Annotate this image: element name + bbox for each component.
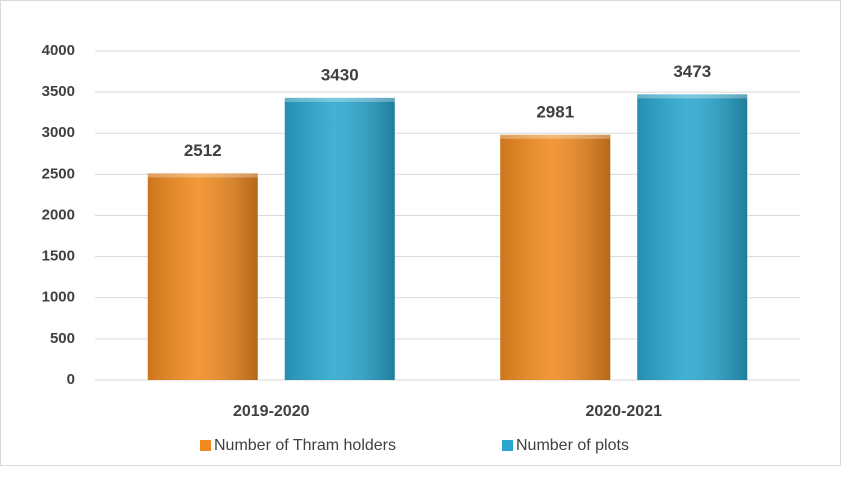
- y-tick-label: 3000: [42, 124, 75, 141]
- data-label: 3473: [673, 62, 711, 81]
- bar-cap: [147, 173, 258, 178]
- y-tick-label: 4000: [42, 42, 75, 59]
- data-label: 2512: [184, 141, 222, 160]
- y-tick-label: 3500: [42, 83, 75, 100]
- x-tick-label: 2019-2020: [233, 403, 310, 420]
- legend-swatch: [502, 440, 513, 451]
- y-tick-label: 2000: [42, 206, 75, 223]
- y-tick-label: 1000: [42, 289, 75, 306]
- legend-swatch: [200, 440, 211, 451]
- bar-shade: [147, 173, 258, 380]
- legend-label: Number of plots: [516, 437, 629, 454]
- bar-cap: [284, 97, 395, 102]
- data-label: 3430: [321, 65, 359, 84]
- legend-label: Number of Thram holders: [214, 437, 396, 454]
- y-tick-label: 500: [50, 330, 75, 347]
- y-tick-label: 0: [67, 371, 75, 388]
- y-tick-label: 2500: [42, 165, 75, 182]
- x-tick-label: 2020-2021: [585, 403, 662, 420]
- bar-shade: [500, 134, 611, 380]
- data-label: 2981: [536, 102, 574, 121]
- y-tick-label: 1500: [42, 248, 75, 265]
- bar-shade: [284, 97, 395, 380]
- bar-cap: [637, 94, 748, 99]
- bar-cap: [500, 134, 611, 139]
- bar-shade: [637, 94, 748, 380]
